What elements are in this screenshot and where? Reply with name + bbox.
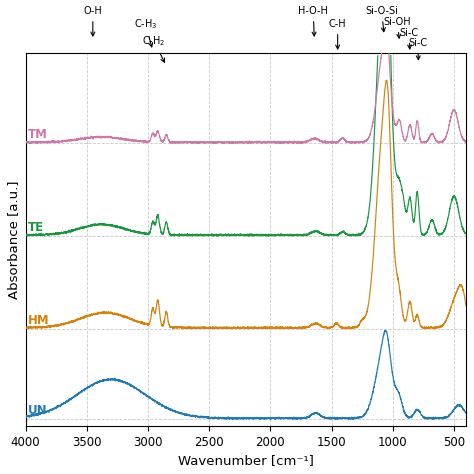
Text: H-O-H: H-O-H <box>298 6 328 36</box>
Text: C-H$_3$: C-H$_3$ <box>134 17 157 47</box>
Text: Si-OH: Si-OH <box>384 17 411 38</box>
Text: Si-O-Si: Si-O-Si <box>365 6 398 32</box>
Y-axis label: Absorbance [a.u.]: Absorbance [a.u.] <box>7 180 20 299</box>
Text: C-H: C-H <box>329 19 346 49</box>
Text: HM: HM <box>28 314 50 327</box>
Text: TM: TM <box>28 128 48 141</box>
Text: O-H: O-H <box>83 6 102 36</box>
Text: TE: TE <box>28 221 44 234</box>
Text: Si-C: Si-C <box>408 38 428 60</box>
X-axis label: Wavenumber [cm⁻¹]: Wavenumber [cm⁻¹] <box>178 454 314 467</box>
Text: C-H$_2$: C-H$_2$ <box>142 34 166 62</box>
Text: Si-C: Si-C <box>400 27 419 49</box>
Text: UN: UN <box>28 404 47 417</box>
